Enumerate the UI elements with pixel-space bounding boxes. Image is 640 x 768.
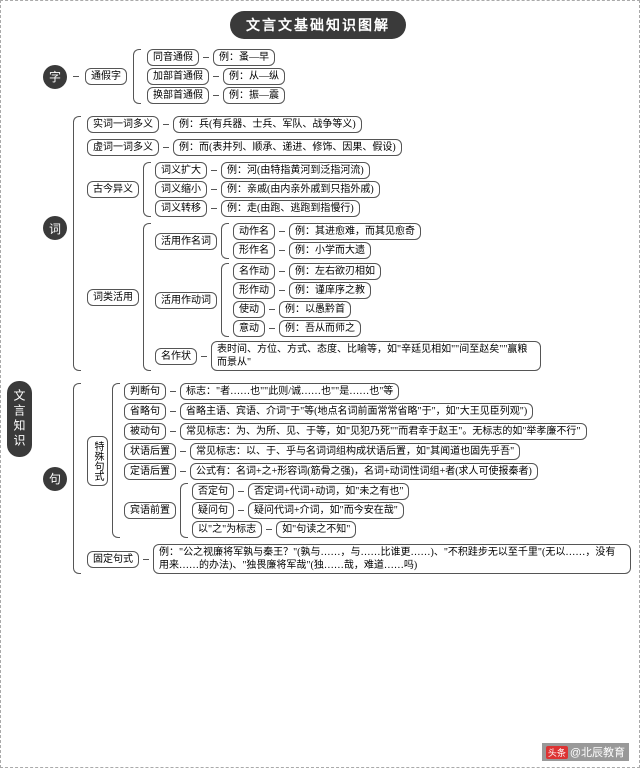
by-1a: 疑问句 xyxy=(192,502,234,519)
verb-1a: 形作动 xyxy=(233,282,275,299)
sp-1a: 省略句 xyxy=(124,403,166,420)
node-huoyong: 词类活用 xyxy=(87,289,139,306)
section-zi: 字 通假字 同音通假例：蚤—早 加部首通假例：从—纵 换部首通假例：振—震 xyxy=(43,49,631,104)
noun-0b: 例：其进愈难，而其见愈奇 xyxy=(289,223,421,240)
verb-3a: 意动 xyxy=(233,320,265,337)
node-gujin: 古今异义 xyxy=(87,181,139,198)
gujin-1b: 例：亲戚(由内亲外戚到只指外戚) xyxy=(221,181,380,198)
sp-0a: 判断句 xyxy=(124,383,166,400)
gujin-0b: 例：河(由特指黄河到泛指河流) xyxy=(221,162,370,179)
huoyong-verb: 活用作动词 xyxy=(155,292,217,309)
sp-3a: 状语后置 xyxy=(124,443,176,460)
verb-2b: 例：以愚黔首 xyxy=(279,301,351,318)
by-0a: 否定句 xyxy=(192,483,234,500)
zi-type-2: 换部首通假 xyxy=(147,87,209,104)
sp-3b: 常见标志：以、于、乎与名词词组构成状语后置，如"其闻道也固先乎吾" xyxy=(190,443,520,460)
gujin-2b: 例：走(由跑、逃跑到指慢行) xyxy=(221,200,360,217)
sp-0b: 标志："者……也""此则/诚……也""是……也"等 xyxy=(180,383,399,400)
root-node: 文言知识 xyxy=(7,381,32,457)
ci-poly-1a: 虚词一词多义 xyxy=(87,139,159,156)
node-ci: 词 xyxy=(43,216,67,240)
zi-ex-0: 例：蚤—早 xyxy=(213,49,275,66)
zi-type-0: 同音通假 xyxy=(147,49,199,66)
huoyong-adv: 名作状 xyxy=(155,348,197,365)
ci-poly-0a: 实词一词多义 xyxy=(87,116,159,133)
ci-poly-0b: 例：兵(有兵器、士兵、军队、战争等义) xyxy=(173,116,362,133)
ci-poly-1b: 例：而(表并列、顺承、递进、修饰、因果、假设) xyxy=(173,139,402,156)
verb-0b: 例：左右欲刃相如 xyxy=(289,263,381,280)
zi-type-1: 加部首通假 xyxy=(147,68,209,85)
section-ju: 句 特殊句式 判断句标志："者……也""此则/诚……也""是……也"等 省略句省… xyxy=(43,383,631,574)
gujin-2a: 词义转移 xyxy=(155,200,207,217)
by-2b: 如"句读之不知" xyxy=(276,521,356,538)
gujin-0a: 词义扩大 xyxy=(155,162,207,179)
sp-4b: 公式有：名词+之+形容词(筋骨之强)，名词+动词性词组+者(求人可使报秦者) xyxy=(190,463,538,480)
sp-4a: 定语后置 xyxy=(124,463,176,480)
node-fixed: 固定句式 xyxy=(87,551,139,568)
watermark-logo: 头条 xyxy=(546,746,568,759)
verb-2a: 使动 xyxy=(233,301,265,318)
verb-1b: 例：谨庠序之教 xyxy=(289,282,371,299)
huoyong-noun: 活用作名词 xyxy=(155,233,217,250)
watermark: 头条@北辰教育 xyxy=(542,743,629,761)
by-1b: 疑问代词+介词，如"而今安在哉" xyxy=(248,502,404,519)
verb-3b: 例：吾从而师之 xyxy=(279,320,361,337)
noun-0a: 动作名 xyxy=(233,223,275,240)
section-ci: 词 实词一词多义例：兵(有兵器、士兵、军队、战争等义) 虚词一词多义例：而(表并… xyxy=(43,116,631,371)
node-zi: 字 xyxy=(43,65,67,89)
zi-ex-2: 例：振—震 xyxy=(223,87,285,104)
gujin-1a: 词义缩小 xyxy=(155,181,207,198)
by-2a: 以"之"为标志 xyxy=(192,521,262,538)
node-special: 特殊句式 xyxy=(87,436,108,486)
zi-ex-1: 例：从—纵 xyxy=(223,68,285,85)
fixed-desc: 例："公之视廉将军孰与秦王？"(孰与……，与……比谁更……)、"不积跬步无以至千… xyxy=(153,544,631,574)
node-tongjia: 通假字 xyxy=(85,68,127,85)
node-binyu: 宾语前置 xyxy=(124,502,176,519)
node-ju: 句 xyxy=(43,467,67,491)
verb-0a: 名作动 xyxy=(233,263,275,280)
tree-root: 字 通假字 同音通假例：蚤—早 加部首通假例：从—纵 换部首通假例：振—震 词 … xyxy=(43,49,631,582)
by-0b: 否定词+代词+动词，如"未之有也" xyxy=(248,483,409,500)
sp-1b: 省略主语、宾语、介词"于"等(地点名词前面常常省略"于"，如"大王见臣列观") xyxy=(180,403,533,420)
noun-1a: 形作名 xyxy=(233,242,275,259)
watermark-text: @北辰教育 xyxy=(570,747,625,759)
sp-2a: 被动句 xyxy=(124,423,166,440)
adv-desc: 表时间、方位、方式、态度、比喻等，如"辛廷见相如""间至赵矣""赢粮而景从" xyxy=(211,341,541,371)
diagram-title: 文言文基础知识图解 xyxy=(230,11,406,39)
sp-2b: 常见标志：为、为所、见、于等，如"见犯乃死""而君幸于赵王"。无标志的如"举孝廉… xyxy=(180,423,587,440)
noun-1b: 例：小学而大遗 xyxy=(289,242,371,259)
